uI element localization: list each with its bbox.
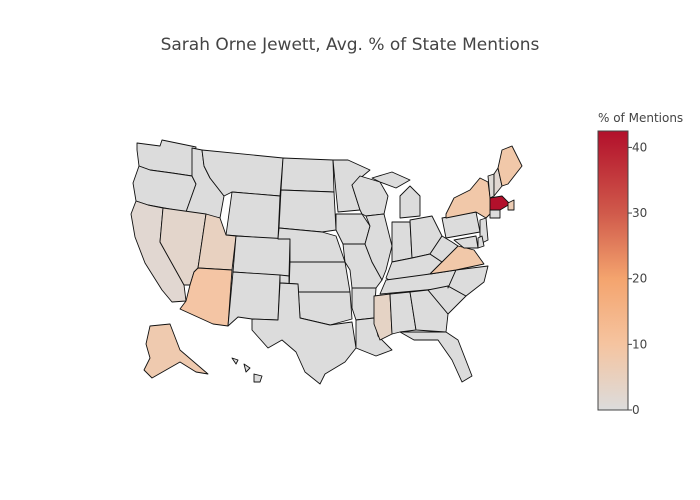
state-de <box>477 235 485 249</box>
colorbar: % of Mentions 0 10 20 30 40 <box>597 111 683 417</box>
colorbar-gradient <box>597 130 629 411</box>
state-nd <box>280 157 335 193</box>
state-fl <box>399 331 473 383</box>
colorbar-tick-label: 10 <box>632 337 647 351</box>
chart-title: Sarah Orne Jewett, Avg. % of State Menti… <box>161 35 540 55</box>
state-co <box>232 235 291 277</box>
state-hi <box>231 357 263 383</box>
state-ga <box>409 289 449 333</box>
state-tx <box>251 282 357 385</box>
state-mi <box>371 171 421 219</box>
state-ct <box>489 209 501 219</box>
state-nm <box>227 271 281 327</box>
state-in <box>391 221 413 263</box>
colorbar-ticks: 0 10 20 30 40 <box>628 140 647 417</box>
state-ar <box>351 287 377 321</box>
state-az <box>179 267 233 327</box>
state-ny <box>445 177 493 219</box>
colorbar-tick-label: 20 <box>632 272 647 286</box>
state-sd <box>278 189 337 233</box>
state-ak <box>143 323 209 379</box>
state-ma <box>489 195 511 211</box>
colorbar-title: % of Mentions <box>598 111 683 125</box>
state-me <box>497 145 523 187</box>
colorbar-tick-label: 40 <box>632 140 647 154</box>
state-wy <box>225 191 281 240</box>
state-ca <box>130 200 187 303</box>
state-il <box>364 213 393 281</box>
state-ia <box>335 213 371 245</box>
us-map <box>130 139 523 385</box>
colorbar-tick-label: 30 <box>632 206 647 220</box>
state-ms <box>373 293 393 341</box>
state-md <box>453 235 479 249</box>
state-al <box>389 291 417 335</box>
state-ri <box>507 199 515 211</box>
colorbar-tick-label: 0 <box>632 403 640 417</box>
state-wv <box>429 235 459 263</box>
